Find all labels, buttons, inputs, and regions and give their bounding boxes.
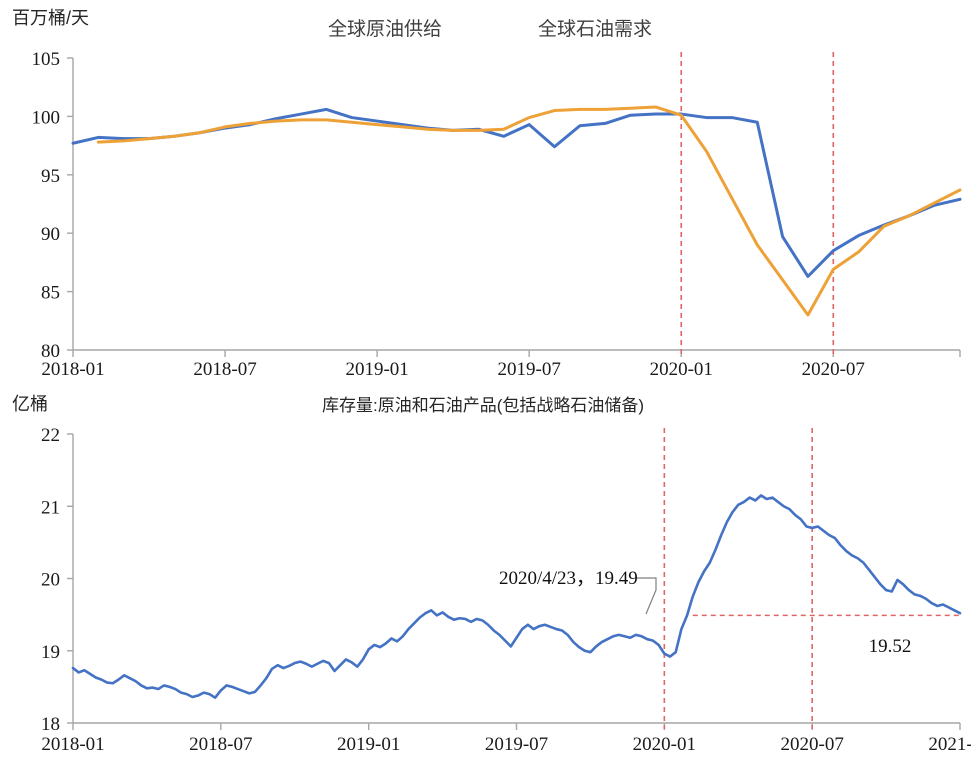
top-chart-x-tick-label: 2020-07 bbox=[802, 359, 865, 380]
bottom-chart-y-tick-label: 21 bbox=[41, 497, 60, 518]
bottom-chart-x-tick-label: 2020-01 bbox=[633, 734, 696, 755]
end-value-label: 19.52 bbox=[869, 636, 912, 657]
bottom-chart-x-tick-label: 2019-01 bbox=[337, 734, 400, 755]
bottom-chart-y-tick-label: 19 bbox=[41, 642, 60, 663]
top-chart-y-tick-label: 100 bbox=[32, 107, 61, 128]
bottom-chart-x-tick-label: 2018-07 bbox=[189, 734, 252, 755]
top-chart-y-tick-label: 85 bbox=[41, 283, 60, 304]
bottom-chart-y-ticks: 18 19 20 21 22 bbox=[41, 425, 73, 735]
bottom-chart-y-tick-label: 18 bbox=[41, 714, 60, 735]
series-line-global-oil-demand bbox=[98, 107, 960, 315]
top-chart-y-ticks: 80859095100105 bbox=[32, 49, 74, 362]
bottom-chart-y-tick-label: 20 bbox=[41, 570, 60, 591]
top-chart-x-tick-label: 2020-01 bbox=[650, 359, 713, 380]
bottom-chart-group: 亿桶 库存量:原油和石油产品(包括战略石油储备) 18 19 20 21 22 2018… bbox=[12, 394, 971, 755]
series-line-inventory bbox=[73, 495, 960, 697]
charts-svg: 百万桶/天 全球原油供给 全球石油需求 80859095100105 2018-… bbox=[0, 0, 971, 763]
top-chart-x-ticks: 2018-01 2018-07 2019-01 2019-07 2020-01 2020-… bbox=[41, 350, 960, 380]
bottom-chart-unit-label: 亿桶 bbox=[12, 394, 48, 414]
top-chart-y-tick-label: 90 bbox=[41, 224, 60, 245]
legend-label-inventory: 库存量:原油和石油产品(包括战略石油储备) bbox=[322, 396, 644, 415]
top-chart-x-tick-label: 2019-07 bbox=[498, 359, 561, 380]
top-chart-x-tick-label: 2018-01 bbox=[41, 359, 104, 380]
top-chart-y-tick-label: 105 bbox=[32, 49, 61, 70]
annotation-leader-line bbox=[637, 578, 656, 614]
bottom-chart-x-tick-label: 2021-01 bbox=[928, 734, 971, 755]
bottom-chart-legend: 库存量:原油和石油产品(包括战略石油储备) bbox=[272, 396, 644, 415]
top-chart-x-tick-label: 2019-01 bbox=[345, 359, 408, 380]
top-chart-group: 百万桶/天 全球原油供给 全球石油需求 80859095100105 2018-… bbox=[12, 8, 960, 380]
top-chart-legend: 全球原油供给 全球石油需求 bbox=[277, 18, 652, 40]
annotation-label-2020-04-23: 2020/4/23，19.49 bbox=[499, 568, 638, 589]
bottom-chart-x-tick-label: 2019-07 bbox=[485, 734, 548, 755]
bottom-chart-y-tick-label: 22 bbox=[41, 425, 60, 446]
series-line-global-crude-supply bbox=[73, 109, 960, 276]
top-chart-x-tick-label: 2018-07 bbox=[193, 359, 256, 380]
bottom-chart-x-tick-label: 2018-01 bbox=[41, 734, 104, 755]
bottom-chart-x-ticks: 2018-01 2018-07 2019-01 2019-07 2020-01 2020-… bbox=[41, 723, 971, 755]
top-chart-unit-label: 百万桶/天 bbox=[12, 8, 89, 28]
dual-chart-figure: 百万桶/天 全球原油供给 全球石油需求 80859095100105 2018-… bbox=[0, 0, 971, 763]
legend-label-demand: 全球石油需求 bbox=[538, 18, 652, 40]
legend-label-supply: 全球原油供给 bbox=[328, 18, 442, 40]
bottom-chart-x-tick-label: 2020-07 bbox=[781, 734, 844, 755]
top-chart-y-tick-label: 95 bbox=[41, 166, 60, 187]
